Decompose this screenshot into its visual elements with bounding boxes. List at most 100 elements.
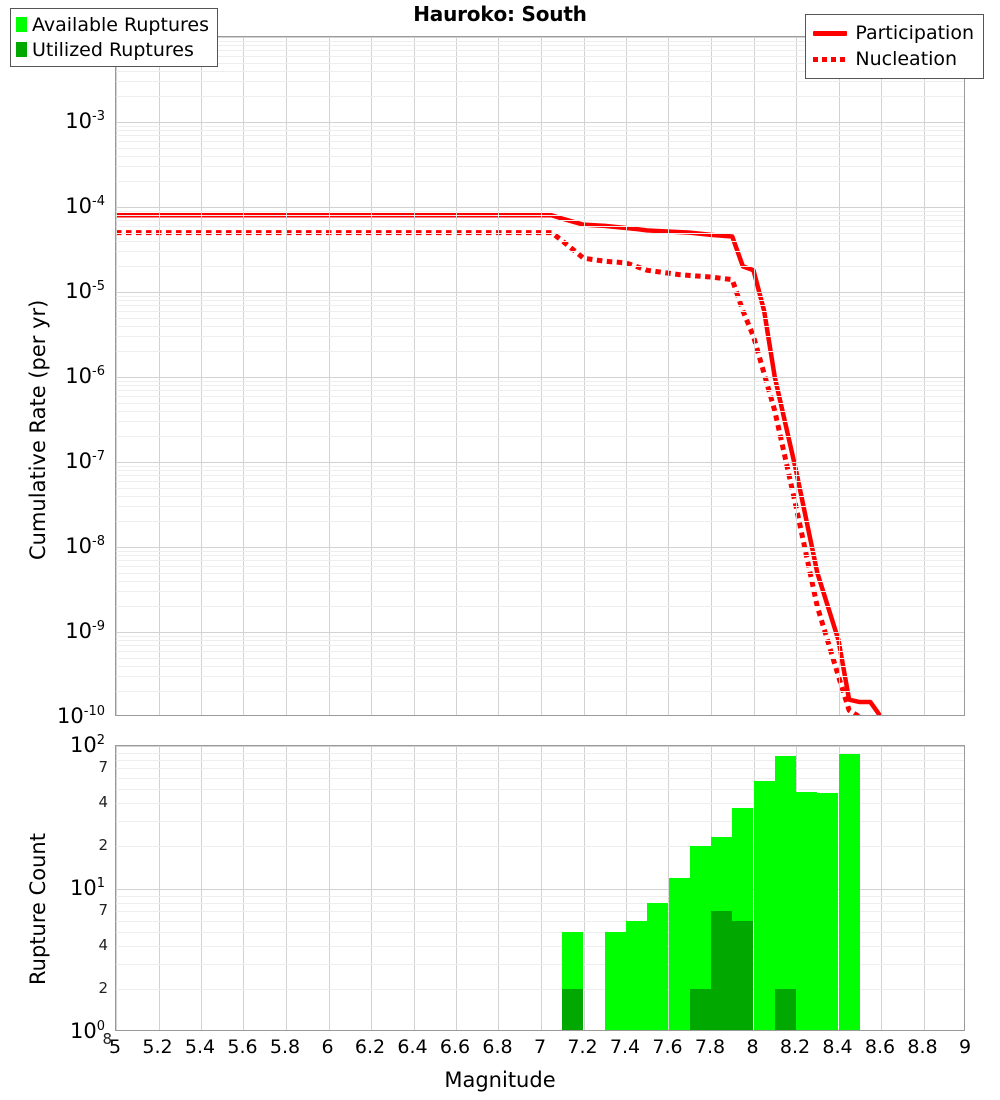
gridline-horizontal-minor	[116, 421, 964, 422]
gridline-vertical	[498, 746, 499, 1030]
gridline-horizontal	[116, 207, 964, 208]
gridline-horizontal-minor	[116, 296, 964, 297]
x-tick-label: 6	[321, 1036, 334, 1058]
gridline-vertical	[796, 37, 797, 715]
gridline-horizontal	[116, 37, 964, 38]
gridline-vertical	[286, 37, 287, 715]
x-tick-label: 8.6	[864, 1036, 896, 1058]
gridline-horizontal-minor	[116, 141, 964, 142]
gridline-horizontal-minor	[116, 318, 964, 319]
gridline-horizontal-minor	[116, 921, 964, 922]
available-ruptures-swatch-icon	[16, 17, 27, 32]
gridline-horizontal-minor	[116, 658, 964, 659]
gridline-horizontal-minor	[116, 964, 964, 965]
y-tick-label-bottom-minor: 8	[102, 1030, 112, 1048]
x-tick-label: 5.4	[184, 1036, 216, 1058]
gridline-horizontal-minor	[116, 215, 964, 216]
gridline-horizontal-minor	[116, 390, 964, 391]
gridline-horizontal-minor	[116, 903, 964, 904]
bar-available-ruptures	[753, 780, 775, 1030]
legend-item-nucleation: Nucleation	[813, 46, 974, 72]
gridline-horizontal-minor	[116, 326, 964, 327]
rupture-count-panel	[115, 745, 965, 1031]
gridline-vertical	[541, 37, 542, 715]
nucleation-dotted-line-icon	[813, 56, 848, 62]
gridline-horizontal-minor	[116, 753, 964, 754]
curve-nucleation	[116, 230, 862, 715]
gridline-horizontal-minor	[116, 96, 964, 97]
gridline-horizontal-minor	[116, 403, 964, 404]
gridline-horizontal-minor	[116, 651, 964, 652]
y-tick-label-bottom-minor: 2	[98, 835, 108, 854]
gridline-horizontal-minor	[116, 932, 964, 933]
y-tick-label-top: 10-4	[65, 194, 105, 218]
rupture-count-plot-surface	[116, 746, 964, 1030]
gridline-horizontal	[116, 632, 964, 633]
curve-legend: Participation Nucleation	[805, 14, 984, 79]
y-tick-label-top: 10-6	[65, 364, 105, 388]
participation-line-icon	[813, 30, 848, 36]
gridline-horizontal-minor	[116, 266, 964, 267]
gridline-horizontal-minor	[116, 573, 964, 574]
gridline-horizontal-minor	[116, 126, 964, 127]
gridline-vertical	[329, 37, 330, 715]
gridline-horizontal-minor	[116, 488, 964, 489]
y-tick-label-bottom-minor: 4	[98, 935, 108, 954]
legend-item-participation: Participation	[813, 20, 974, 46]
gridline-horizontal	[116, 746, 964, 747]
gridline-horizontal-minor	[116, 821, 964, 822]
bar-available-ruptures	[796, 791, 818, 1030]
gridline-vertical	[243, 37, 244, 715]
x-tick-label: 7.4	[609, 1036, 641, 1058]
x-tick-label: 6.8	[482, 1036, 513, 1058]
gridline-horizontal-minor	[116, 211, 964, 212]
gridline-horizontal-minor	[116, 226, 964, 227]
gridline-horizontal-minor	[116, 336, 964, 337]
gridline-vertical	[924, 37, 925, 715]
gridline-horizontal-minor	[116, 50, 964, 51]
page-title: Haurokо: South	[413, 2, 587, 26]
gridline-horizontal-minor	[116, 135, 964, 136]
gridline-horizontal-minor	[116, 233, 964, 234]
gridline-horizontal-minor	[116, 385, 964, 386]
gridline-horizontal	[116, 292, 964, 293]
gridline-horizontal-minor	[116, 645, 964, 646]
y-axis-title-top: Cumulative Rate (per yr)	[26, 299, 50, 560]
x-tick-label: 5	[108, 1036, 122, 1058]
utilized-ruptures-swatch-icon	[16, 42, 27, 57]
x-tick-label: 7.6	[652, 1036, 683, 1058]
gridline-horizontal	[116, 889, 964, 890]
gridline-vertical	[159, 746, 160, 1030]
gridline-vertical	[201, 746, 202, 1030]
gridline-horizontal-minor	[116, 300, 964, 301]
gridline-vertical	[541, 746, 542, 1030]
gridline-horizontal-minor	[116, 45, 964, 46]
bar-available-ruptures	[668, 877, 690, 1030]
y-tick-label-bottom: 101	[69, 876, 105, 900]
y-tick-label-top: 10-3	[65, 109, 105, 133]
gridline-horizontal-minor	[116, 581, 964, 582]
bar-utilized-ruptures	[689, 989, 712, 1030]
gridline-horizontal-minor	[116, 351, 964, 352]
gridline-horizontal-minor	[116, 181, 964, 182]
gridline-horizontal-minor	[116, 311, 964, 312]
y-tick-label-bottom: 102	[69, 733, 105, 757]
bar-available-ruptures	[604, 932, 626, 1030]
gridline-horizontal-minor	[116, 475, 964, 476]
gridline-vertical	[201, 37, 202, 715]
bar-available-ruptures	[626, 920, 648, 1030]
gridline-horizontal-minor	[116, 436, 964, 437]
gridline-vertical	[881, 746, 882, 1030]
gridline-vertical	[881, 37, 882, 715]
gridline-horizontal	[116, 377, 964, 378]
gridline-horizontal-minor	[116, 778, 964, 779]
gridline-horizontal-minor	[116, 148, 964, 149]
gridline-horizontal-minor	[116, 606, 964, 607]
legend-label-available-ruptures: Available Ruptures	[32, 13, 209, 36]
x-tick-label: 8	[746, 1036, 759, 1058]
gridline-vertical	[626, 746, 627, 1030]
x-tick-label: 5.6	[227, 1036, 258, 1058]
y-tick-label-bottom-minor: 7	[98, 758, 108, 777]
gridline-horizontal-minor	[116, 481, 964, 482]
